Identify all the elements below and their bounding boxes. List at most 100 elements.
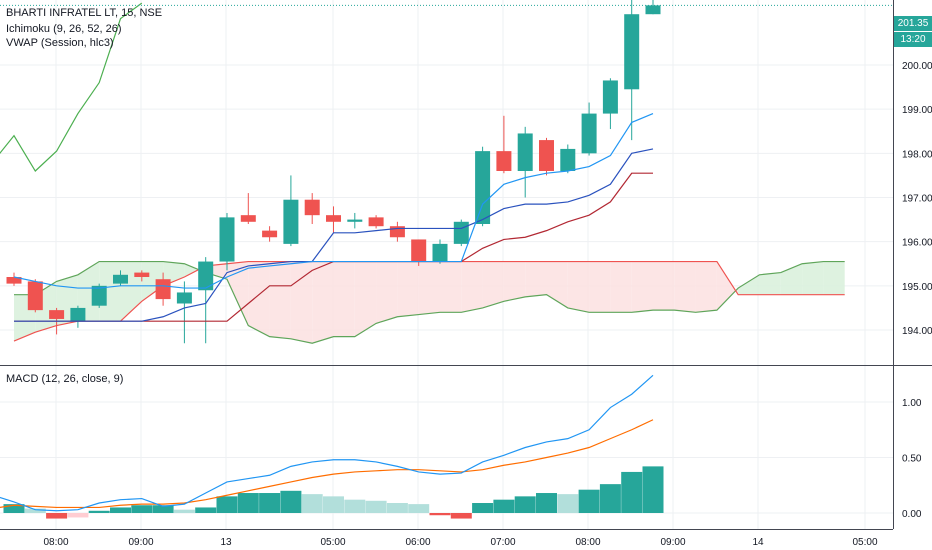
conversion-line bbox=[14, 148, 654, 322]
candle-body bbox=[27, 281, 43, 311]
candle bbox=[453, 219, 469, 247]
histogram-bar bbox=[216, 496, 238, 513]
candle bbox=[602, 78, 618, 130]
candle bbox=[262, 226, 278, 242]
histogram-bar bbox=[46, 513, 68, 519]
cloud-segment bbox=[269, 261, 291, 339]
histogram-bar bbox=[280, 490, 302, 513]
candle-body bbox=[304, 199, 320, 216]
histogram-bar bbox=[536, 493, 557, 513]
cloud-segment bbox=[610, 261, 632, 313]
histogram-bar bbox=[344, 499, 366, 513]
histogram-bar bbox=[365, 500, 387, 513]
candle bbox=[539, 137, 554, 176]
histogram-bar bbox=[642, 466, 664, 513]
price-tick-label: 198.00 bbox=[902, 149, 932, 160]
candle bbox=[645, 0, 661, 15]
price-tick-label: 200.00 bbox=[902, 61, 932, 72]
histogram-bar bbox=[323, 496, 344, 513]
cloud-segment bbox=[738, 274, 760, 295]
histogram-bar bbox=[131, 505, 153, 513]
candle bbox=[113, 270, 128, 286]
candle bbox=[432, 239, 448, 264]
candle bbox=[389, 221, 405, 242]
candles bbox=[6, 0, 661, 344]
cloud-segment bbox=[759, 272, 781, 295]
candle bbox=[304, 193, 320, 224]
candle-body bbox=[49, 310, 65, 319]
candle-body bbox=[70, 307, 86, 322]
candle-body bbox=[283, 199, 299, 244]
cloud-segment bbox=[780, 263, 803, 295]
price-tick-label: 197.00 bbox=[902, 194, 932, 205]
candle bbox=[27, 279, 43, 313]
histogram-bar bbox=[152, 505, 174, 513]
candle-body bbox=[326, 215, 341, 222]
histogram-bar bbox=[450, 513, 472, 519]
cloud-segment bbox=[312, 261, 334, 344]
cloud-segment bbox=[120, 261, 142, 322]
cloud-segment bbox=[589, 261, 611, 313]
candle bbox=[219, 212, 235, 271]
candle-body bbox=[539, 140, 554, 171]
candle-body bbox=[389, 226, 405, 238]
candle-body bbox=[475, 151, 491, 224]
histogram-bar bbox=[599, 484, 621, 513]
time-tick-label: 08:00 bbox=[43, 537, 68, 548]
histogram-bar bbox=[173, 509, 195, 513]
cloud-segment bbox=[333, 261, 355, 337]
candle bbox=[475, 146, 491, 227]
cloud-segment bbox=[440, 261, 462, 313]
candle bbox=[155, 272, 171, 306]
cloud-segment bbox=[525, 261, 547, 297]
candle-body bbox=[432, 243, 448, 262]
cloud-segment bbox=[503, 261, 526, 302]
cloud-segment bbox=[546, 261, 568, 308]
candle-body bbox=[240, 215, 256, 222]
time-tick-label: 09:00 bbox=[128, 537, 153, 548]
symbol-title: BHARTI INFRATEL LT, 15, NSE bbox=[6, 7, 163, 19]
candle-body bbox=[517, 133, 533, 171]
signal-line bbox=[0, 419, 654, 509]
histogram-bar bbox=[386, 503, 408, 513]
candle bbox=[496, 115, 512, 174]
histogram-bar bbox=[557, 494, 579, 513]
cloud-segment bbox=[674, 261, 696, 313]
histogram-bar bbox=[195, 507, 217, 513]
vwap-legend: VWAP (Session, hlc3) bbox=[6, 37, 114, 49]
candle bbox=[240, 193, 256, 224]
candle-body bbox=[581, 113, 597, 154]
histogram-bar bbox=[301, 494, 323, 513]
cloud-segment bbox=[823, 261, 845, 295]
cloud-segment bbox=[695, 261, 717, 313]
histogram-bar bbox=[472, 503, 494, 513]
ichimoku-cloud bbox=[14, 261, 845, 344]
cloud-segment bbox=[397, 261, 419, 317]
lagging-span-line bbox=[0, 2, 143, 172]
macd-tick-label: 0.00 bbox=[902, 509, 922, 520]
candle bbox=[283, 175, 299, 247]
time-tick-label: 05:00 bbox=[320, 537, 345, 548]
histogram-bar bbox=[67, 513, 89, 518]
last-price-tag: 201.35 bbox=[894, 16, 932, 31]
price-tick-label: 195.00 bbox=[902, 282, 932, 293]
candle bbox=[581, 102, 597, 156]
candle bbox=[560, 144, 576, 174]
cloud-segment bbox=[227, 261, 249, 326]
macd-line bbox=[0, 374, 654, 512]
candle bbox=[368, 215, 384, 229]
candle bbox=[198, 257, 214, 344]
candle-body bbox=[198, 261, 214, 291]
time-tick-label: 05:00 bbox=[852, 537, 877, 548]
candle bbox=[6, 272, 22, 286]
candle-body bbox=[113, 274, 128, 284]
candle-body bbox=[368, 217, 384, 227]
candle-body bbox=[176, 292, 192, 304]
ichimoku-legend: Ichimoku (9, 26, 52, 26) bbox=[6, 23, 122, 35]
candle-body bbox=[602, 80, 618, 114]
cloud-segment bbox=[461, 261, 483, 313]
candle-body bbox=[134, 272, 150, 277]
candle bbox=[176, 281, 192, 344]
time-tick-label: 08:00 bbox=[575, 537, 600, 548]
